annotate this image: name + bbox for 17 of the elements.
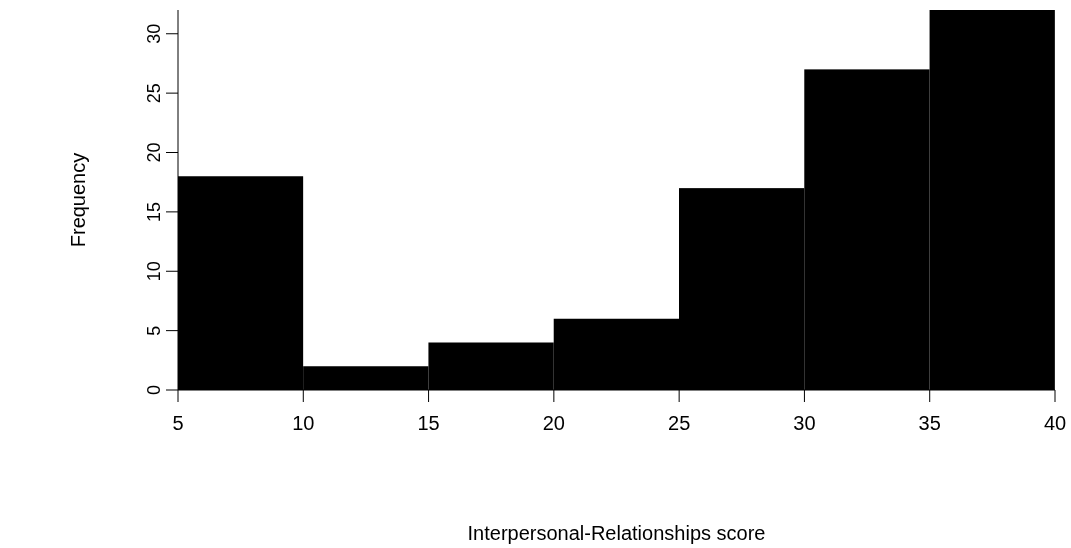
y-tick-label: 0 (144, 384, 164, 396)
y-tick-label: 15 (144, 201, 164, 222)
x-tick-label: 15 (417, 412, 440, 435)
x-tick-label: 35 (918, 412, 941, 435)
y-tick-label: 10 (144, 261, 164, 282)
y-tick-label: 20 (144, 142, 164, 163)
x-tick-label: 10 (292, 412, 315, 435)
x-tick-label: 20 (542, 412, 565, 435)
y-tick-label: 5 (144, 325, 164, 336)
x-tick-label: 40 (1043, 412, 1067, 435)
y-tick-label: 25 (144, 83, 164, 104)
x-tick-label: 5 (172, 412, 184, 435)
x-tick-label: 30 (793, 412, 816, 435)
y-tick-label: 30 (144, 23, 164, 44)
x-axis-title: Interpersonal-Relationships score (467, 522, 766, 544)
x-tick-label: 25 (668, 412, 691, 435)
y-axis-title: Frequency (67, 152, 90, 248)
